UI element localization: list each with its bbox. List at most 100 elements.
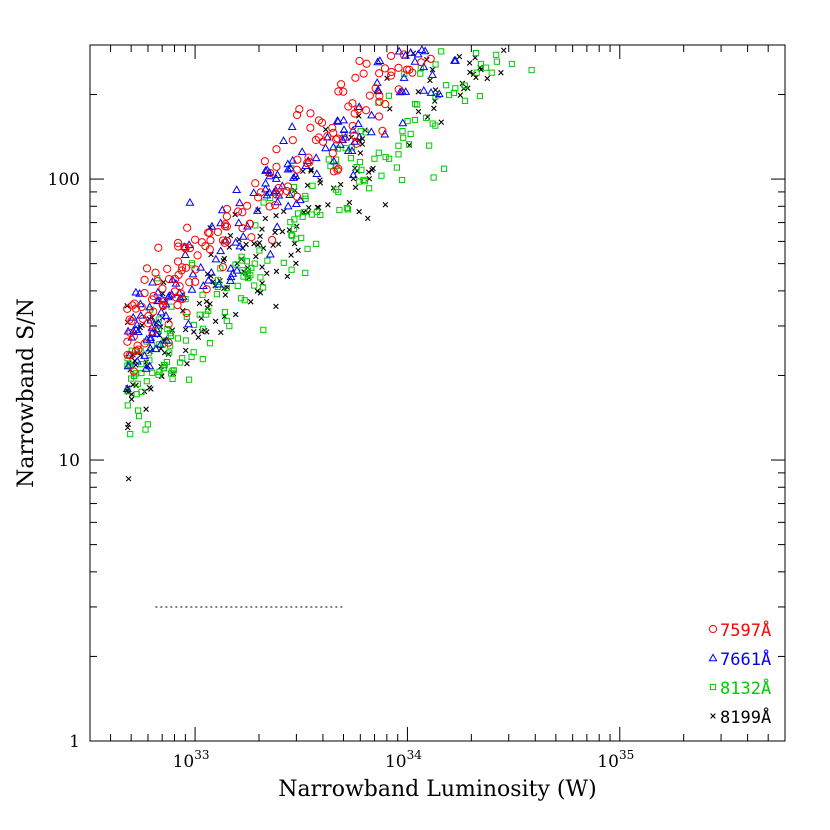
data-point	[306, 123, 315, 132]
data-point	[339, 87, 348, 96]
data-point	[380, 64, 390, 73]
data-point	[288, 190, 295, 197]
data-point	[164, 320, 173, 329]
data-point	[353, 119, 363, 127]
legend-label: 8199Å	[720, 706, 771, 728]
data-point	[288, 252, 294, 258]
data-point	[426, 88, 436, 96]
plot-frame	[89, 44, 786, 742]
data-point	[185, 278, 194, 287]
data-point	[378, 172, 385, 179]
data-point	[456, 53, 463, 60]
data-point	[358, 166, 365, 173]
data-point	[177, 266, 186, 275]
data-point	[133, 327, 143, 335]
data-point	[365, 169, 372, 175]
data-point	[173, 257, 183, 266]
data-point	[339, 125, 349, 133]
data-point	[182, 326, 189, 333]
data-point	[218, 262, 228, 272]
data-point	[241, 297, 248, 304]
data-point	[273, 212, 279, 219]
data-point	[249, 188, 259, 197]
data-point	[404, 117, 411, 125]
data-point	[375, 149, 382, 156]
data-point	[476, 93, 484, 100]
data-point	[357, 150, 364, 156]
data-point	[335, 140, 345, 148]
data-point	[399, 73, 409, 81]
data-point	[302, 269, 309, 276]
data-point	[333, 186, 340, 193]
data-point	[279, 136, 289, 144]
data-point	[329, 167, 338, 176]
data-point	[223, 317, 230, 324]
data-point	[141, 363, 151, 372]
data-point	[142, 334, 152, 343]
data-point	[314, 133, 323, 142]
data-point	[265, 202, 274, 211]
data-point	[493, 58, 500, 65]
data-point	[164, 274, 174, 284]
data-point	[128, 375, 135, 382]
data-point	[248, 264, 255, 271]
data-point	[148, 327, 157, 336]
data-point	[206, 236, 215, 245]
data-point	[334, 164, 343, 173]
data-point	[256, 247, 263, 254]
data-point	[381, 100, 390, 109]
data-point	[271, 174, 281, 182]
data-point	[272, 162, 281, 171]
data-point	[431, 105, 437, 112]
data-point	[188, 353, 195, 360]
data-point	[251, 179, 260, 188]
data-point	[183, 223, 192, 232]
legend-label: 7661Å	[720, 648, 771, 670]
data-point	[304, 182, 311, 189]
data-point	[280, 208, 287, 215]
data-point	[261, 178, 271, 187]
data-point	[257, 274, 264, 281]
data-point	[125, 315, 134, 324]
data-point	[182, 308, 191, 318]
tick-labels: 1033 1034 1035 1 10 100	[48, 170, 635, 772]
data-point	[308, 168, 314, 174]
data-point	[183, 319, 193, 328]
data-point	[218, 329, 224, 336]
data-point	[386, 155, 393, 162]
data-point	[498, 69, 504, 76]
data-point	[375, 97, 384, 106]
data-point	[244, 271, 251, 278]
data-point	[203, 228, 213, 237]
data-point	[333, 134, 342, 143]
data-point	[304, 245, 311, 252]
data-point	[138, 369, 145, 377]
data-point	[432, 61, 439, 68]
data-point	[164, 338, 173, 347]
data-point	[356, 113, 362, 119]
data-point	[273, 268, 280, 275]
data-point	[348, 99, 357, 108]
data-point	[123, 361, 133, 370]
data-point	[251, 240, 257, 247]
data-point	[216, 218, 226, 227]
data-point	[488, 69, 495, 76]
data-point	[354, 102, 364, 111]
data-point	[317, 180, 324, 186]
data-point	[253, 253, 259, 260]
data-point	[188, 260, 196, 267]
legend-marker	[709, 683, 717, 691]
data-point	[272, 145, 281, 154]
data-point	[312, 169, 322, 178]
data-point	[371, 84, 380, 93]
data-point	[364, 215, 371, 222]
data-point	[127, 431, 134, 438]
data-point	[153, 287, 163, 296]
data-point	[156, 368, 163, 375]
data-point	[347, 155, 355, 162]
data-point	[273, 303, 279, 310]
data-point	[359, 141, 366, 147]
data-point	[191, 235, 200, 244]
y-axis-label: Narrowband S/N	[14, 298, 39, 488]
